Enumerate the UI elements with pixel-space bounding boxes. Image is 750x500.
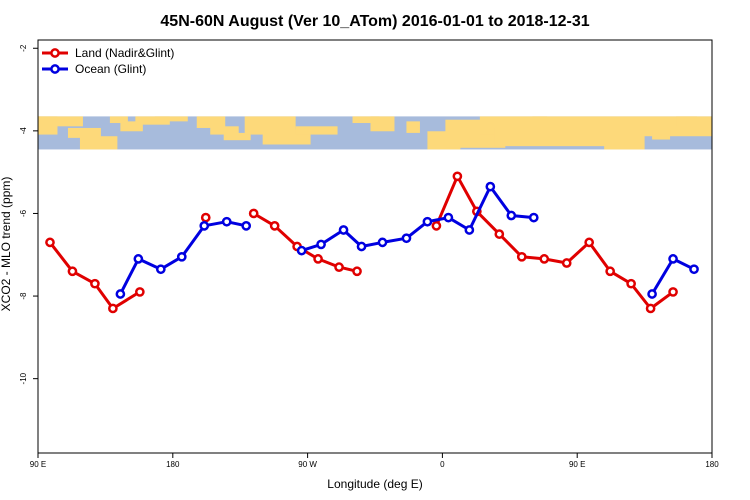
- data-point: [334, 262, 344, 272]
- data-point: [296, 245, 307, 256]
- map-land-patch: [109, 116, 128, 124]
- x-tick-label: 180: [705, 460, 719, 469]
- data-point: [645, 303, 656, 314]
- series-line: [301, 185, 534, 253]
- map-land-patch: [120, 121, 143, 132]
- data-point: [452, 171, 463, 182]
- data-point: [485, 181, 496, 192]
- data-point: [668, 254, 678, 264]
- data-point: [133, 254, 144, 264]
- map-land-patch: [79, 136, 118, 150]
- data-point: [647, 289, 657, 299]
- data-point: [200, 212, 211, 223]
- data-point: [67, 266, 78, 277]
- data-point: [108, 303, 118, 314]
- map-land-patch: [604, 134, 645, 150]
- data-point: [626, 278, 636, 289]
- map-land-patch: [652, 129, 671, 140]
- data-point: [584, 237, 595, 248]
- map-land-patch: [370, 116, 395, 132]
- y-axis-label: XCO2 - MLO trend (ppm): [0, 177, 13, 312]
- series-line: [435, 174, 674, 310]
- legend-marker: [50, 48, 60, 58]
- data-point: [539, 254, 550, 264]
- data-point: [401, 233, 412, 244]
- series-group: [115, 181, 699, 299]
- data-point: [115, 289, 126, 299]
- x-tick-label: 90 E: [569, 460, 585, 469]
- data-point: [176, 251, 187, 262]
- data-point: [316, 239, 326, 250]
- data-point: [516, 251, 527, 262]
- data-point: [134, 287, 145, 297]
- x-tick-label: 90 E: [30, 460, 46, 469]
- chart-title: 45N-60N August (Ver 10_ATom) 2016-01-01 …: [160, 13, 589, 30]
- data-point: [199, 221, 210, 231]
- x-axis-label: Longitude (deg E): [327, 477, 422, 491]
- data-point: [431, 221, 442, 231]
- map-land-patch: [210, 126, 239, 135]
- legend-marker: [50, 64, 60, 74]
- plot-area: -2 -4 -6 -8 -10 90 E 180 90 W 0 90 E 180: [19, 39, 719, 469]
- map-land-patch: [196, 116, 226, 128]
- data-point: [561, 258, 572, 268]
- y-tick-label: -6: [19, 209, 28, 217]
- map-land-patch: [295, 126, 338, 135]
- map-land-patch: [135, 116, 170, 125]
- data-point: [689, 264, 699, 275]
- y-tick-label: -10: [19, 372, 28, 384]
- x-tick-label: 90 W: [298, 460, 317, 469]
- x-tick-label: 180: [166, 460, 180, 469]
- map-land-patch: [223, 132, 251, 141]
- y-tick-label: -8: [19, 292, 28, 300]
- y-tick-label: -4: [19, 127, 28, 135]
- data-point: [443, 212, 454, 223]
- data-point: [464, 225, 475, 235]
- map-land-patch: [352, 116, 380, 124]
- data-point: [90, 278, 100, 289]
- data-point: [221, 216, 232, 227]
- data-point: [528, 212, 539, 223]
- legend-label: Ocean (Glint): [75, 62, 146, 76]
- data-point: [494, 229, 505, 239]
- data-point: [668, 287, 678, 297]
- data-point: [605, 266, 616, 277]
- y-tick-label: -2: [19, 44, 28, 52]
- map-band: [38, 116, 712, 150]
- map-land-patch: [67, 127, 101, 138]
- data-point: [241, 221, 252, 231]
- legend-label: Land (Nadir&Glint): [75, 46, 174, 60]
- data-point: [313, 254, 323, 264]
- data-point: [248, 208, 259, 219]
- plot-frame: [37, 39, 713, 454]
- data-point: [352, 266, 362, 277]
- data-point: [422, 216, 433, 227]
- map-land-patch: [406, 121, 420, 133]
- series-group: [45, 171, 678, 314]
- series-line: [252, 212, 358, 273]
- data-point: [269, 221, 280, 231]
- series-line: [48, 241, 141, 310]
- map-land-patch: [154, 116, 188, 122]
- legend: Land (Nadir&Glint) Ocean (Glint): [42, 46, 174, 76]
- data-point: [506, 210, 517, 221]
- data-point: [45, 237, 55, 248]
- data-point: [338, 225, 349, 235]
- map-land-patch: [676, 116, 698, 127]
- data-point: [377, 237, 388, 248]
- data-point: [356, 241, 367, 252]
- map-land-patch: [38, 116, 83, 127]
- data-point: [155, 264, 166, 275]
- x-tick-label: 0: [440, 460, 445, 469]
